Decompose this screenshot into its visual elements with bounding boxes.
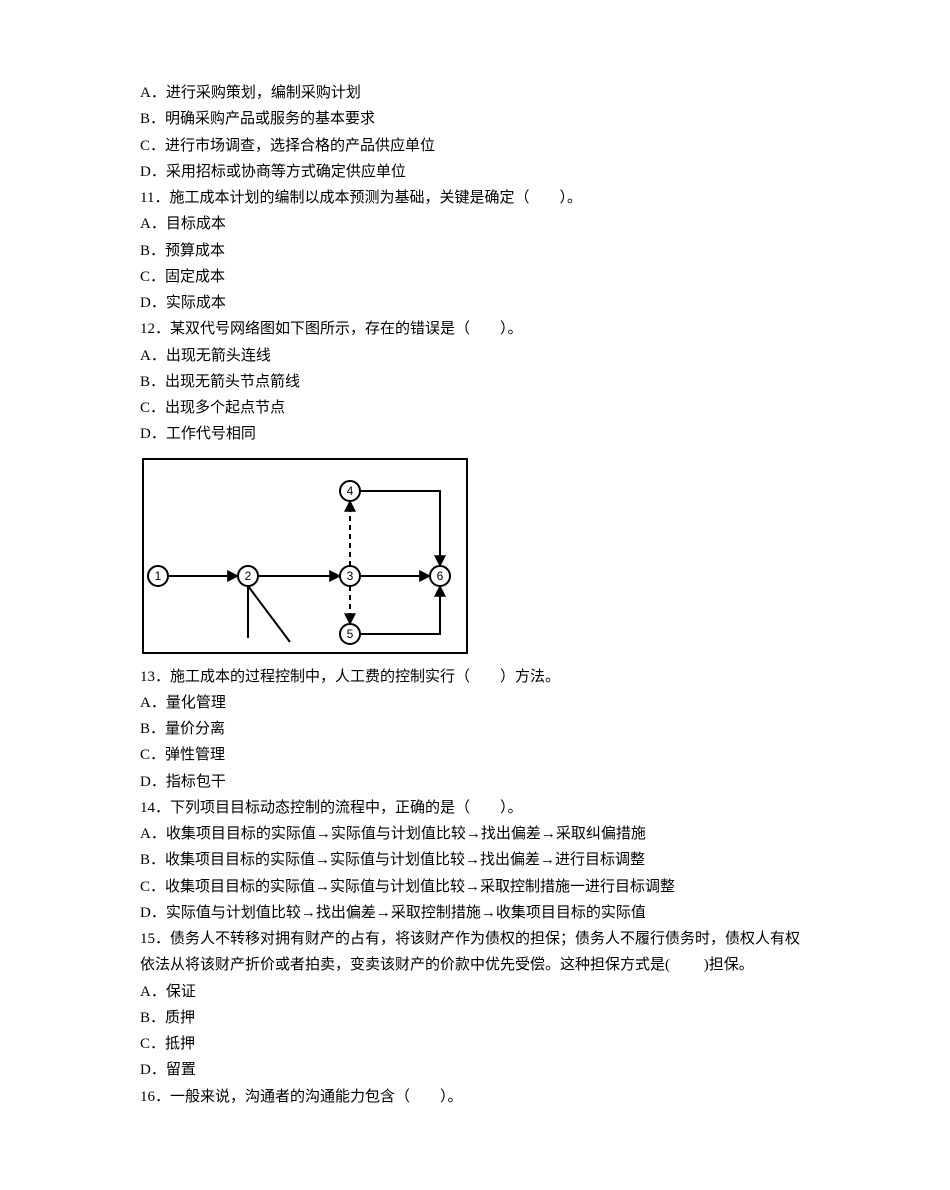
svg-text:1: 1 — [155, 569, 162, 583]
svg-text:2: 2 — [245, 569, 252, 583]
option-b: B．明确采购产品或服务的基本要求 — [140, 106, 810, 132]
question-13: 13．施工成本的过程控制中，人工费的控制实行（ ）方法。 — [140, 664, 810, 690]
q11-opt-a: A．目标成本 — [140, 211, 810, 237]
question-11: 11．施工成本计划的编制以成本预测为基础，关键是确定（ ）。 — [140, 185, 810, 211]
svg-text:3: 3 — [347, 569, 354, 583]
svg-text:6: 6 — [437, 569, 444, 583]
q13-opt-a: A．量化管理 — [140, 690, 810, 716]
q12-opt-a: A．出现无箭头连线 — [140, 343, 810, 369]
q13-opt-c: C．弹性管理 — [140, 742, 810, 768]
q15-opt-c: C．抵押 — [140, 1031, 810, 1057]
q11-opt-d: D．实际成本 — [140, 290, 810, 316]
q13-opt-b: B．量价分离 — [140, 716, 810, 742]
option-a: A．进行采购策划，编制采购计划 — [140, 80, 810, 106]
q12-opt-c: C．出现多个起点节点 — [140, 395, 810, 421]
q14-opt-d: D．实际值与计划值比较→找出偏差→采取控制措施→收集项目目标的实际值 — [140, 900, 810, 926]
option-d: D．采用招标或协商等方式确定供应单位 — [140, 159, 810, 185]
q15-opt-a: A．保证 — [140, 979, 810, 1005]
question-14: 14．下列项目目标动态控制的流程中，正确的是（ ）。 — [140, 795, 810, 821]
q14-opt-a: A．收集项目目标的实际值→实际值与计划值比较→找出偏差→采取纠偏措施 — [140, 821, 810, 847]
q13-opt-d: D．指标包干 — [140, 769, 810, 795]
q11-opt-b: B．预算成本 — [140, 238, 810, 264]
q14-opt-b: B．收集项目目标的实际值→实际值与计划值比较→找出偏差→进行目标调整 — [140, 847, 810, 873]
q12-opt-b: B．出现无箭头节点箭线 — [140, 369, 810, 395]
q15-opt-b: B．质押 — [140, 1005, 810, 1031]
q15-opt-d: D．留置 — [140, 1057, 810, 1083]
network-diagram: 1 2 3 4 5 6 — [140, 456, 810, 656]
svg-text:5: 5 — [347, 627, 354, 641]
question-16: 16．一般来说，沟通者的沟通能力包含（ ）。 — [140, 1084, 810, 1110]
q14-opt-c: C．收集项目目标的实际值→实际值与计划值比较→采取控制措施一进行目标调整 — [140, 874, 810, 900]
q12-opt-d: D．工作代号相同 — [140, 421, 810, 447]
question-15: 15．债务人不转移对拥有财产的占有，将该财产作为债权的担保；债务人不履行债务时，… — [140, 926, 810, 979]
question-12: 12．某双代号网络图如下图所示，存在的错误是（ ）。 — [140, 316, 810, 342]
q11-opt-c: C．固定成本 — [140, 264, 810, 290]
option-c: C．进行市场调查，选择合格的产品供应单位 — [140, 133, 810, 159]
svg-text:4: 4 — [347, 484, 354, 498]
network-svg: 1 2 3 4 5 6 — [140, 456, 470, 656]
